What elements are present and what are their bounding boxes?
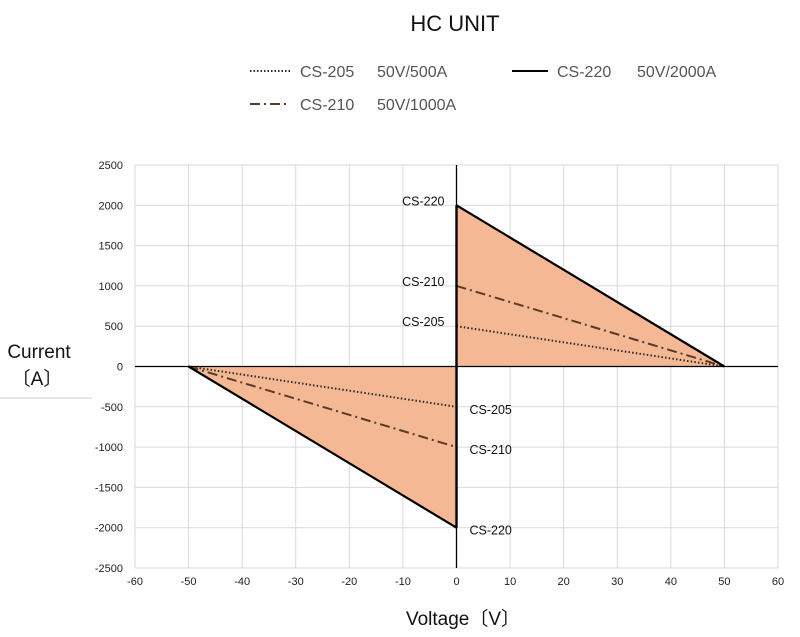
series-cs-220 — [188, 204, 725, 529]
legend-spec-cs-220: 50V/2000A — [637, 64, 717, 81]
y-tick-label: 0 — [117, 362, 123, 374]
annotation-cs-210-lower: CS-210 — [470, 443, 512, 457]
x-tick-label: 0 — [453, 576, 459, 588]
series-cs-205 — [188, 325, 725, 408]
series-cs-210 — [188, 284, 725, 449]
y-axis-label: Current 〔A〕 — [0, 342, 92, 399]
y-tick-label: -1000 — [95, 442, 123, 454]
series-line-cs-205-1 — [188, 365, 457, 408]
series-line-cs-210-1 — [188, 365, 457, 449]
annotations: CS-220 CS-210 CS-205 CS-205 CS-210 CS-220 — [402, 194, 512, 537]
y-tick-label: -1500 — [95, 482, 123, 494]
x-tick-label: -50 — [181, 576, 197, 588]
series-line-cs-205-0 — [456, 325, 725, 368]
y-tick-label: -500 — [101, 402, 123, 414]
annotation-cs-220-lower: CS-220 — [470, 524, 512, 538]
legend-spec-cs-205: 50V/500A — [377, 64, 448, 81]
x-tick-label: -30 — [288, 576, 304, 588]
x-tick-label: 40 — [665, 576, 677, 588]
x-tick-label: -20 — [341, 576, 357, 588]
x-tick-label: -60 — [127, 576, 143, 588]
tick-labels: -60 -50 -40 -30 -20 -10 0 10 20 30 40 50 60 -2500 -200… — [95, 160, 784, 588]
x-tick-label: 20 — [558, 576, 570, 588]
legend-entry-cs-220: CS-220 50V/2000A — [512, 64, 717, 81]
x-tick-label: -40 — [234, 576, 250, 588]
legend-label-cs-220: CS-220 — [557, 64, 611, 81]
x-tick-label: 30 — [611, 576, 623, 588]
legend-spec-cs-210: 50V/1000A — [377, 97, 457, 114]
annotation-cs-220-upper: CS-220 — [402, 194, 444, 208]
legend-entry-cs-205: CS-205 50V/500A — [250, 64, 448, 81]
legend-entry-cs-210: CS-210 50V/1000A — [250, 97, 457, 114]
y-tick-label: -2000 — [95, 523, 123, 535]
legend: CS-205 50V/500A CS-220 50V/2000A CS-210 … — [250, 64, 717, 114]
x-tick-label: 50 — [718, 576, 730, 588]
y-axis-label-line2: 〔A〕 — [12, 368, 63, 390]
chart-title: HC UNIT — [410, 11, 499, 36]
y-tick-label: 500 — [105, 321, 123, 333]
y-tick-label: 2000 — [99, 200, 123, 212]
y-axis-label-line1: Current — [7, 342, 71, 363]
series-lines — [188, 204, 725, 529]
annotation-cs-205-lower: CS-205 — [470, 403, 512, 417]
x-tick-label: 10 — [504, 576, 516, 588]
y-tick-label: 2500 — [99, 160, 123, 172]
x-axis-label: Voltage〔V〕 — [406, 608, 520, 630]
annotation-cs-210-upper: CS-210 — [402, 275, 444, 289]
x-tick-label: 60 — [772, 576, 784, 588]
series-line-cs-220-1 — [188, 365, 458, 529]
series-line-cs-210-0 — [456, 284, 725, 368]
y-tick-label: 1000 — [99, 281, 123, 293]
legend-label-cs-210: CS-210 — [300, 97, 354, 114]
annotation-cs-205-upper: CS-205 — [402, 315, 444, 329]
x-tick-label: -10 — [395, 576, 411, 588]
axes — [135, 165, 778, 568]
series-line-cs-220-0 — [455, 204, 725, 368]
y-tick-label: 1500 — [99, 241, 123, 253]
legend-label-cs-205: CS-205 — [300, 64, 354, 81]
y-tick-label: -2500 — [95, 563, 123, 575]
